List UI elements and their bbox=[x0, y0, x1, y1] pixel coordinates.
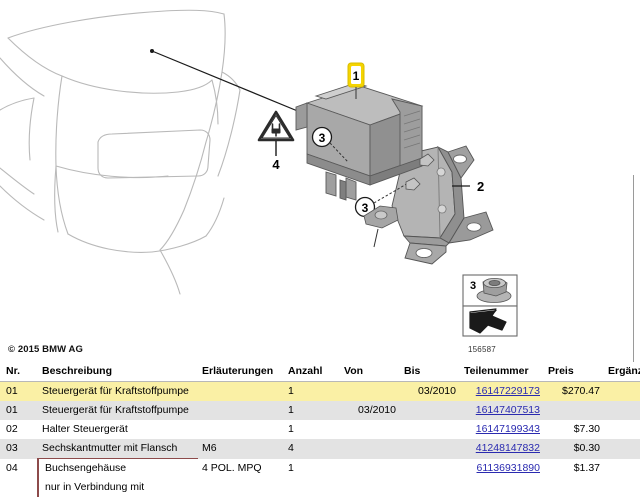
cell-nr: 02 bbox=[0, 420, 38, 439]
cell-description-focused[interactable]: Buchsengehäuse bbox=[38, 459, 198, 479]
cell-nr: 01 bbox=[0, 401, 38, 420]
rear-hatch-outline bbox=[0, 10, 240, 294]
cell-nr: 04 bbox=[0, 459, 38, 479]
table-row-continuation: nur in Verbindung mit bbox=[0, 478, 640, 497]
screw-leader bbox=[374, 229, 378, 247]
cell-quantity: 1 bbox=[284, 459, 340, 479]
table-header-row: Nr. Beschreibung Erläuterungen Anzahl Vo… bbox=[0, 362, 640, 382]
cell-from bbox=[340, 459, 400, 479]
cell-quantity: 4 bbox=[284, 439, 340, 459]
cell-price: $7.30 bbox=[544, 420, 604, 439]
cell-price: $270.47 bbox=[544, 382, 604, 402]
table-row[interactable]: 03 Sechskantmutter mit Flansch M6 4 4124… bbox=[0, 439, 640, 459]
cell-quantity-empty bbox=[284, 478, 340, 497]
callout-1-label: 1 bbox=[353, 69, 360, 83]
column-header-price[interactable]: Preis bbox=[544, 362, 604, 382]
cell-explanation bbox=[198, 420, 284, 439]
parts-list-table: Nr. Beschreibung Erläuterungen Anzahl Vo… bbox=[0, 362, 640, 497]
diagram-number: 156587 bbox=[468, 345, 496, 354]
column-header-supplements[interactable]: Ergänzungen bbox=[604, 362, 640, 382]
inset-item-label: 3 bbox=[470, 280, 476, 292]
cell-supplements bbox=[604, 382, 640, 402]
cell-explanation: M6 bbox=[198, 439, 284, 459]
cell-description: Sechskantmutter mit Flansch bbox=[38, 439, 198, 459]
copyright-notice: © 2015 BMW AG bbox=[8, 344, 83, 355]
cell-part-number: 61136931890 bbox=[460, 459, 544, 479]
cell-quantity: 1 bbox=[284, 382, 340, 402]
cell-to bbox=[400, 439, 460, 459]
cell-nr: 03 bbox=[0, 439, 38, 459]
callout-4-label: 4 bbox=[272, 157, 280, 172]
cell-part-number: 16147199343 bbox=[460, 420, 544, 439]
cell-part-number: 41248147832 bbox=[460, 439, 544, 459]
part-number-link[interactable]: 41248147832 bbox=[476, 442, 540, 454]
column-header-to[interactable]: Bis bbox=[400, 362, 460, 382]
cell-explanation bbox=[198, 401, 284, 420]
column-header-nr[interactable]: Nr. bbox=[0, 362, 38, 382]
callout-2-label: 2 bbox=[477, 179, 484, 194]
cell-price: $1.37 bbox=[544, 459, 604, 479]
cell-explanation-empty bbox=[198, 478, 284, 497]
cell-quantity: 1 bbox=[284, 420, 340, 439]
cell-from-empty bbox=[340, 478, 400, 497]
part-number-link[interactable]: 16147229173 bbox=[476, 385, 540, 397]
cell-from: 03/2010 bbox=[340, 401, 400, 420]
column-header-description[interactable]: Beschreibung bbox=[38, 362, 198, 382]
callout-3a-label: 3 bbox=[319, 131, 326, 145]
part-number-link[interactable]: 61136931890 bbox=[477, 462, 540, 474]
cell-price: $0.30 bbox=[544, 439, 604, 459]
column-header-part-number[interactable]: Teilenummer bbox=[460, 362, 544, 382]
cell-explanation: 4 POL. MPQ bbox=[198, 459, 284, 479]
callout-1-highlight[interactable]: 1 bbox=[348, 63, 364, 87]
table-row[interactable]: 01 Steuergerät für Kraftstoffpumpe 1 03/… bbox=[0, 401, 640, 420]
cell-part-number-empty bbox=[460, 478, 544, 497]
cell-part-number: 16147407513 bbox=[460, 401, 544, 420]
cell-from bbox=[340, 382, 400, 402]
exploded-parts-diagram[interactable]: 4 2 bbox=[0, 0, 600, 340]
cell-description: Steuergerät für Kraftstoffpumpe bbox=[38, 401, 198, 420]
electrical-connector-warning-icon bbox=[259, 112, 293, 140]
cell-from bbox=[340, 439, 400, 459]
cell-price-empty bbox=[544, 478, 604, 497]
part-number-link[interactable]: 16147199343 bbox=[476, 423, 540, 435]
cell-to bbox=[400, 420, 460, 439]
cell-to bbox=[400, 401, 460, 420]
table-row[interactable]: 04 Buchsengehäuse 4 POL. MPQ 1 611369318… bbox=[0, 459, 640, 479]
column-header-explanation[interactable]: Erläuterungen bbox=[198, 362, 284, 382]
cell-price bbox=[544, 401, 604, 420]
callout-3b-label: 3 bbox=[362, 201, 369, 215]
cell-quantity: 1 bbox=[284, 401, 340, 420]
detail-inset-box: 3 bbox=[463, 275, 517, 336]
parts-catalog-page: 4 2 bbox=[0, 0, 640, 480]
cell-description: Halter Steuergerät bbox=[38, 420, 198, 439]
cell-to: 03/2010 bbox=[400, 382, 460, 402]
cell-from bbox=[340, 420, 400, 439]
cell-supplements bbox=[604, 459, 640, 479]
cell-supplements bbox=[604, 439, 640, 459]
table-row[interactable]: 02 Halter Steuergerät 1 16147199343 $7.3… bbox=[0, 420, 640, 439]
part-number-link[interactable]: 16147407513 bbox=[476, 404, 540, 416]
cell-supplements bbox=[604, 420, 640, 439]
cell-supplements-empty bbox=[604, 478, 640, 497]
column-header-quantity[interactable]: Anzahl bbox=[284, 362, 340, 382]
callout-3a[interactable]: 3 bbox=[313, 128, 332, 147]
cell-supplements bbox=[604, 401, 640, 420]
cell-to bbox=[400, 459, 460, 479]
cell-description-note: nur in Verbindung mit bbox=[38, 478, 198, 497]
table-row[interactable]: 01 Steuergerät für Kraftstoffpumpe 1 03/… bbox=[0, 382, 640, 402]
cell-description: Steuergerät für Kraftstoffpumpe bbox=[38, 382, 198, 402]
cell-explanation bbox=[198, 382, 284, 402]
cell-nr-empty bbox=[0, 478, 38, 497]
cell-to-empty bbox=[400, 478, 460, 497]
cell-nr: 01 bbox=[0, 382, 38, 402]
leader-line-vehicle-to-ecu bbox=[150, 49, 300, 112]
column-header-from[interactable]: Von bbox=[340, 362, 400, 382]
cell-part-number: 16147229173 bbox=[460, 382, 544, 402]
